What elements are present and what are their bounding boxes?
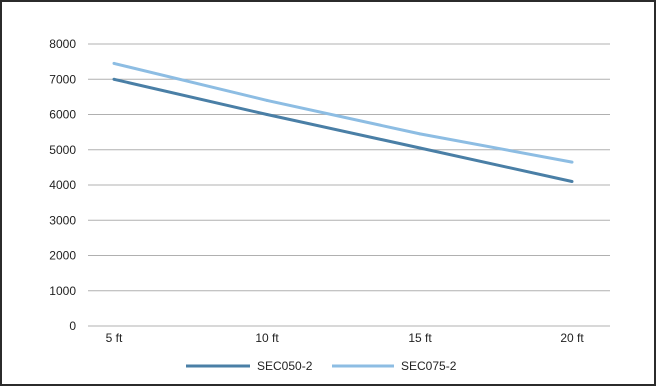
x-tick-label: 15 ft [408, 331, 432, 345]
y-axis-tick-labels: 0 1000 2000 3000 4000 5000 6000 7000 8000 [49, 37, 76, 333]
y-tick-label: 8000 [49, 37, 76, 51]
series-lines [112, 61, 574, 183]
y-tick-label: 7000 [49, 72, 76, 86]
data-point [570, 180, 574, 183]
gridlines [88, 43, 610, 327]
x-tick-label: 10 ft [255, 331, 279, 345]
data-point [112, 77, 116, 81]
data-point [265, 113, 269, 116]
y-tick-label: 5000 [49, 143, 76, 157]
legend-label: SEC075-2 [401, 359, 457, 373]
series-line-sec050-2 [113, 77, 573, 183]
data-point [418, 132, 422, 136]
legend-label: SEC050-2 [257, 359, 313, 373]
data-point [570, 160, 574, 164]
y-tick-label: 0 [69, 319, 76, 333]
x-axis-tick-labels: 5 ft 10 ft 15 ft 20 ft [106, 331, 585, 345]
data-point [418, 146, 422, 150]
y-tick-label: 1000 [49, 284, 76, 298]
series-line-sec075-2 [113, 61, 573, 164]
y-tick-label: 6000 [49, 108, 76, 122]
x-tick-label: 5 ft [106, 331, 123, 345]
y-tick-label: 4000 [49, 178, 76, 192]
x-tick-label: 20 ft [560, 331, 584, 345]
legend: SEC050-2 SEC075-2 [186, 359, 457, 373]
y-tick-label: 2000 [49, 249, 76, 263]
y-tick-label: 3000 [49, 213, 76, 227]
data-point [112, 61, 116, 65]
data-point [265, 98, 269, 102]
